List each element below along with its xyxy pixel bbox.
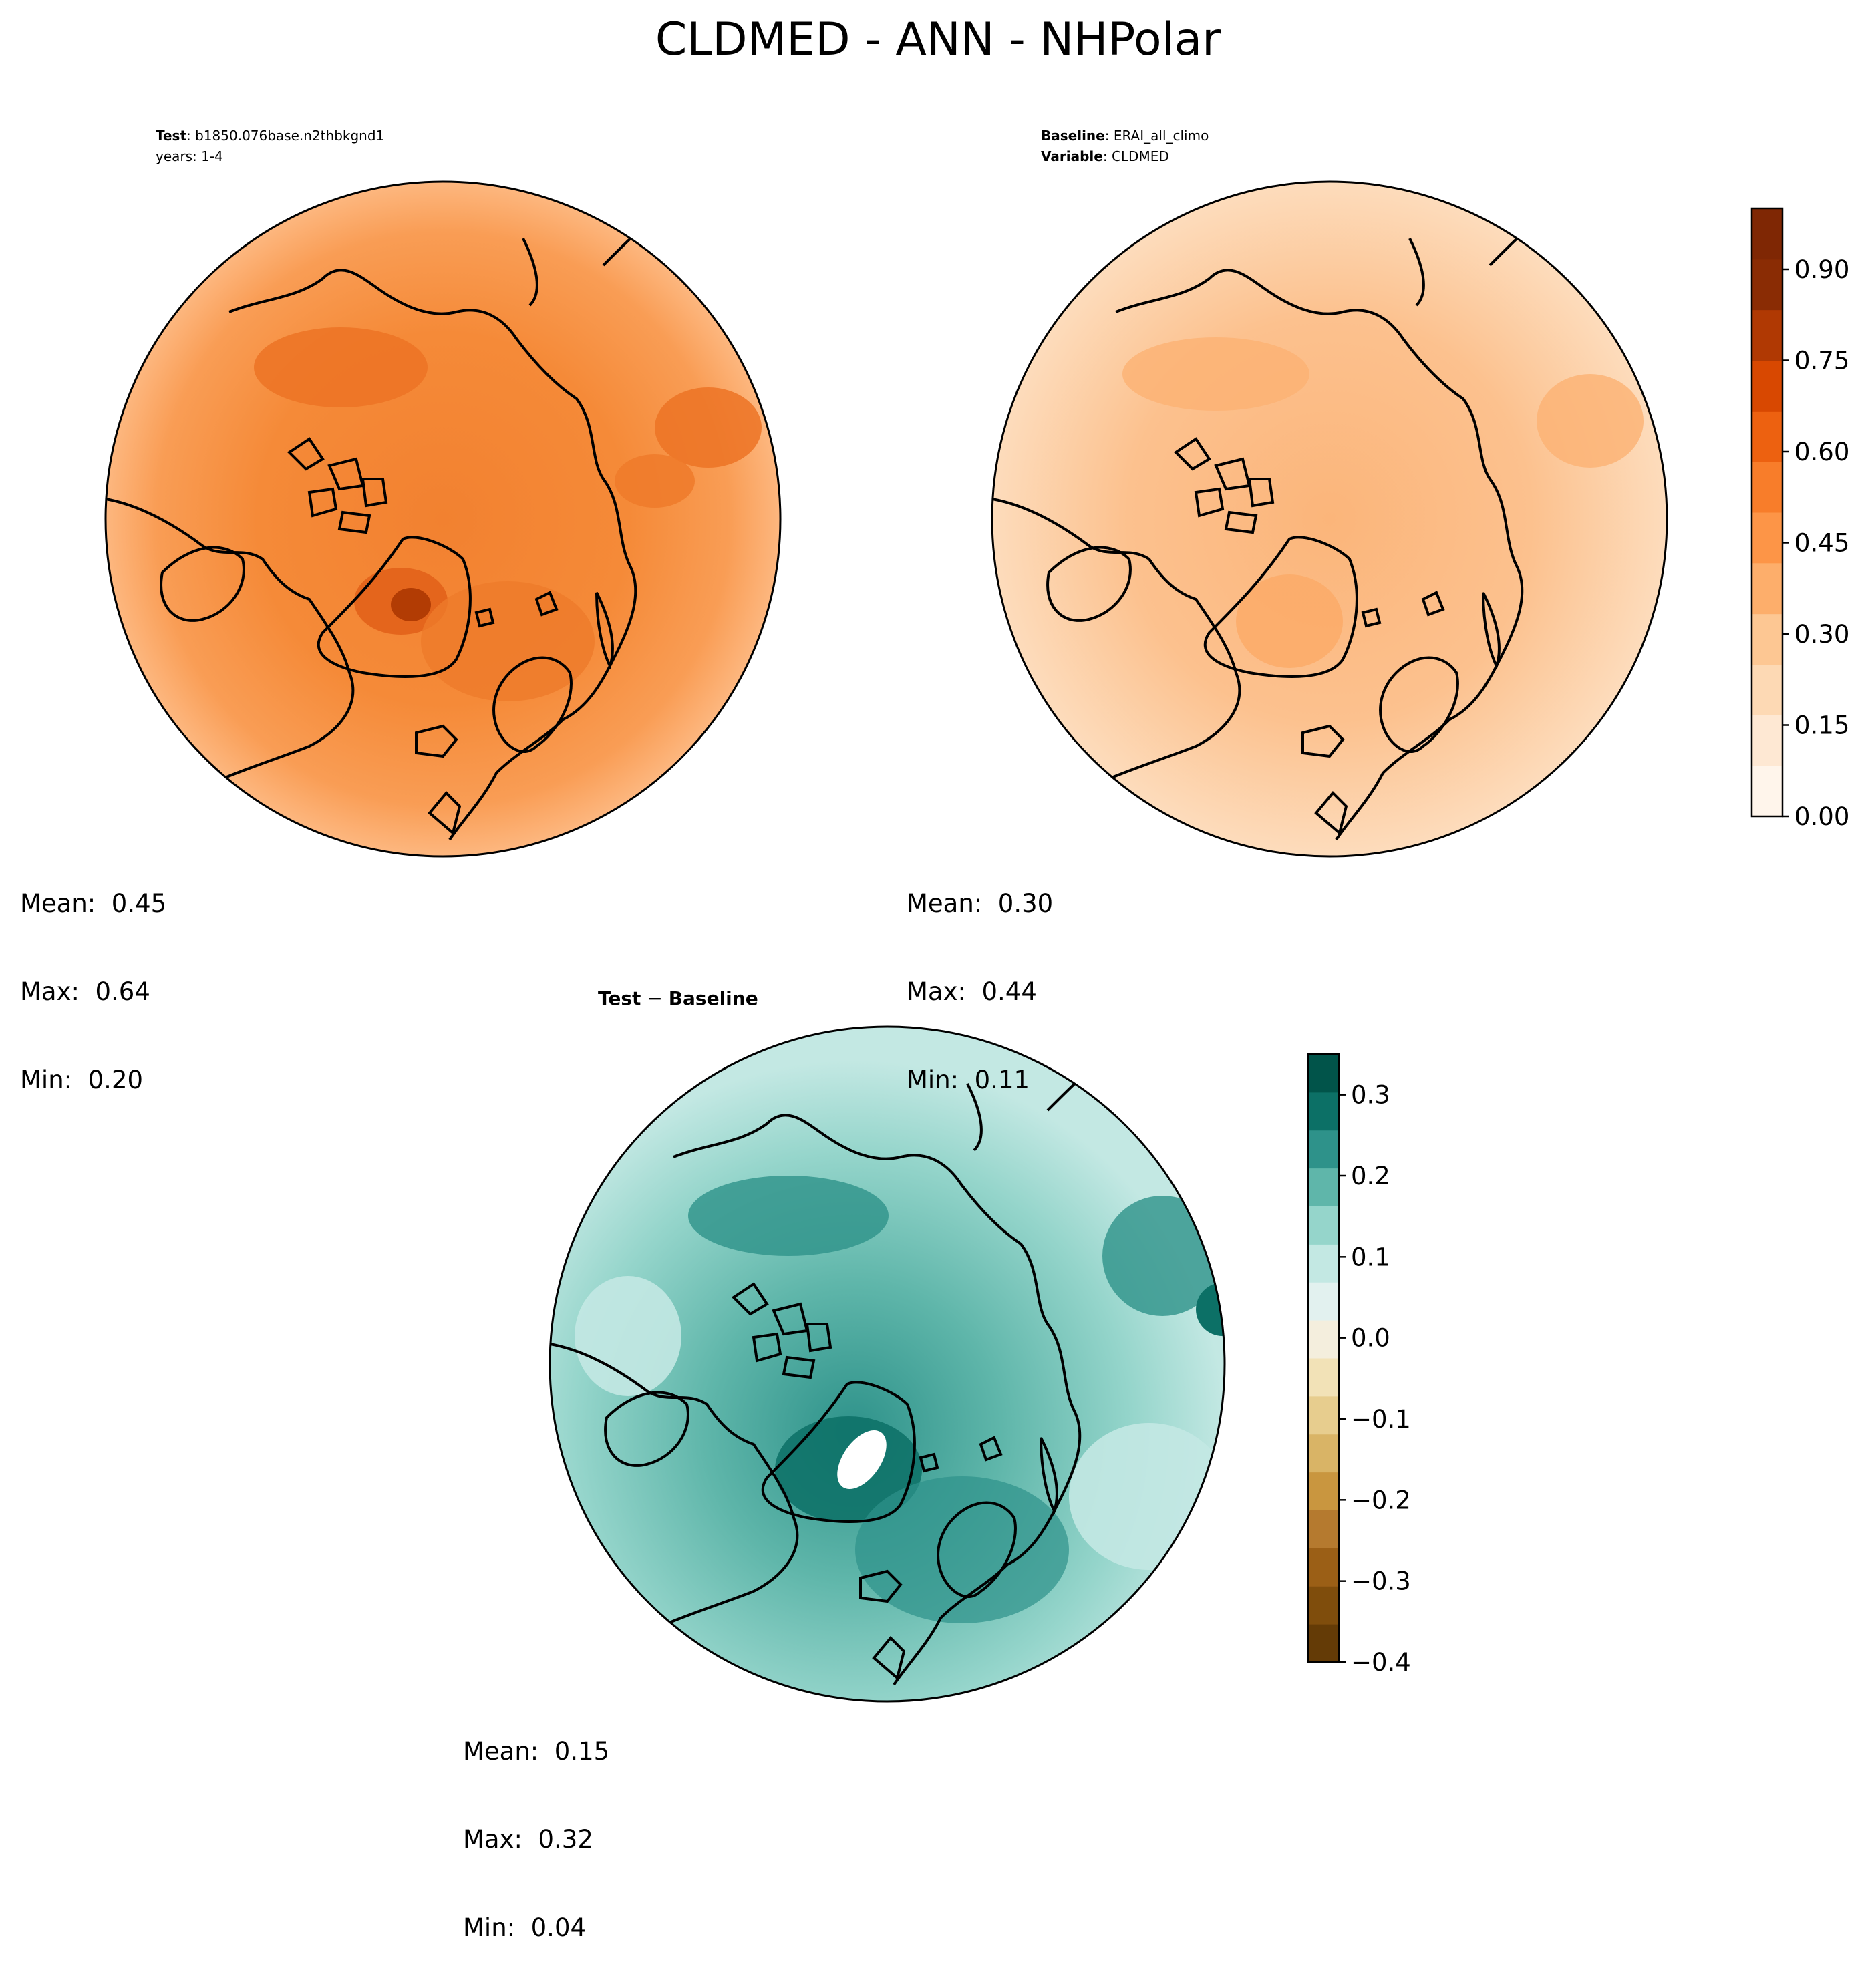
top-colorbar-band xyxy=(1752,462,1782,513)
test-map xyxy=(104,180,782,858)
top-colorbar-band xyxy=(1752,664,1782,715)
test-panel-header: Test: b1850.076base.n2thbkgnd1 years: 1-… xyxy=(156,126,384,167)
baseline-min: Min: 0.11 xyxy=(907,1065,1030,1094)
diff-colorbar-tick-label: 0.3 xyxy=(1351,1081,1390,1110)
top-colorbar-tick-label: 0.30 xyxy=(1794,620,1849,649)
diff-colorbar-band xyxy=(1308,1054,1339,1093)
diff-stats: Mean: 0.15 Max: 0.32 Min: 0.04 xyxy=(463,1678,609,1972)
baseline-max: Max: 0.44 xyxy=(907,977,1037,1006)
diff-colorbar-tick-label: −0.4 xyxy=(1351,1648,1411,1677)
diff-colorbar-band xyxy=(1308,1472,1339,1510)
diff-colorbar-band xyxy=(1308,1434,1339,1473)
baseline-panel-header: Baseline: ERAI_all_climo Variable: CLDME… xyxy=(1041,126,1209,167)
diff-colorbar-tick-label: 0.1 xyxy=(1351,1243,1390,1271)
diff-mean: Mean: 0.15 xyxy=(463,1737,610,1766)
diff-colorbar-tick-label: 0.0 xyxy=(1351,1324,1390,1353)
diff-colorbar-band xyxy=(1308,1168,1339,1206)
diff-colorbar-band xyxy=(1308,1395,1339,1435)
top-colorbar-band xyxy=(1752,259,1782,311)
diff-colorbar-band xyxy=(1308,1206,1339,1245)
figure-title: CLDMED - ANN - NHPolar xyxy=(655,13,1221,66)
test-min: Min: 0.20 xyxy=(20,1065,144,1094)
diff-colorbar-band xyxy=(1308,1320,1339,1359)
test-years: years: 1-4 xyxy=(156,148,223,164)
test-mean: Mean: 0.45 xyxy=(20,889,167,918)
diff-colorbar-band xyxy=(1308,1510,1339,1548)
diff-colorbar-tick-label: −0.2 xyxy=(1351,1486,1411,1514)
top-colorbar-ticks: 0.00 0.15 0.30 0.45 0.60 0.75 0.90 xyxy=(1782,255,1849,831)
figure-canvas: 0.000.150.300.450.600.750.90 0.30.20.10.… xyxy=(104,180,1849,1703)
top-colorbar-tick-label: 0.45 xyxy=(1794,529,1849,558)
diff-title-test: Test xyxy=(598,987,641,1009)
top-colorbar-band xyxy=(1752,766,1782,817)
top-colorbar-tick-label: 0.90 xyxy=(1794,255,1849,284)
top-colorbar-band xyxy=(1752,562,1782,615)
test-case-name: : b1850.076base.n2thbkgnd1 xyxy=(186,128,385,144)
baseline-label: Baseline xyxy=(1041,128,1105,144)
top-colorbar-band xyxy=(1752,715,1782,766)
diff-colorbar-band xyxy=(1308,1130,1339,1169)
diff-title-operator: − xyxy=(641,987,669,1009)
diff-colorbar-band xyxy=(1308,1624,1339,1663)
diff-panel-title: Test − Baseline xyxy=(598,987,758,1009)
test-stats: Mean: 0.45 Max: 0.64 Min: 0.20 xyxy=(20,830,166,1124)
diff-colorbar: 0.3 0.2 0.1 0.0 −0.1 −0.2 −0.3 −0.4 xyxy=(1307,1053,1411,1677)
diff-colorbar-band xyxy=(1308,1092,1339,1131)
diff-max: Max: 0.32 xyxy=(463,1825,593,1854)
baseline-case-name: : ERAI_all_climo xyxy=(1104,128,1209,144)
diff-colorbar-tick-label: 0.2 xyxy=(1351,1162,1390,1190)
variable-label: Variable xyxy=(1041,148,1103,164)
variable-name: : CLDMED xyxy=(1102,148,1169,164)
diff-map xyxy=(549,1025,1226,1703)
baseline-stats: Mean: 0.30 Max: 0.44 Min: 0.11 xyxy=(907,830,1053,1124)
test-label: Test xyxy=(156,128,187,144)
diff-colorbar-band xyxy=(1308,1358,1339,1397)
top-colorbar-band xyxy=(1752,208,1782,260)
diff-title-baseline: Baseline xyxy=(668,987,758,1009)
diff-colorbar-band xyxy=(1308,1282,1339,1321)
test-max: Max: 0.64 xyxy=(20,977,150,1006)
top-colorbar-tick-label: 0.15 xyxy=(1794,711,1849,740)
top-colorbar-band xyxy=(1752,613,1782,665)
diff-colorbar-tick-label: −0.3 xyxy=(1351,1567,1411,1596)
top-colorbar-band xyxy=(1752,411,1782,462)
diff-min: Min: 0.04 xyxy=(463,1913,587,1942)
top-colorbar-tick-label: 0.60 xyxy=(1794,438,1849,466)
diff-colorbar-ticks: 0.3 0.2 0.1 0.0 −0.1 −0.2 −0.3 −0.4 xyxy=(1339,1081,1411,1677)
diff-colorbar-band xyxy=(1308,1244,1339,1283)
diff-colorbar-tick-label: −0.1 xyxy=(1351,1405,1411,1434)
top-colorbar-band xyxy=(1752,360,1782,412)
baseline-mean: Mean: 0.30 xyxy=(907,889,1054,918)
diff-colorbar-bands xyxy=(1308,1054,1339,1663)
top-colorbar-tick-label: 0.00 xyxy=(1794,802,1849,831)
baseline-map xyxy=(991,180,1668,858)
top-colorbar-band xyxy=(1752,512,1782,564)
top-colorbar-tick-label: 0.75 xyxy=(1794,347,1849,375)
top-colorbar: 0.00 0.15 0.30 0.45 0.60 0.75 0.90 xyxy=(1750,207,1849,831)
diff-colorbar-band xyxy=(1308,1586,1339,1625)
top-colorbar-band xyxy=(1752,309,1782,361)
top-colorbar-bands xyxy=(1752,208,1782,817)
diff-colorbar-band xyxy=(1308,1548,1339,1587)
